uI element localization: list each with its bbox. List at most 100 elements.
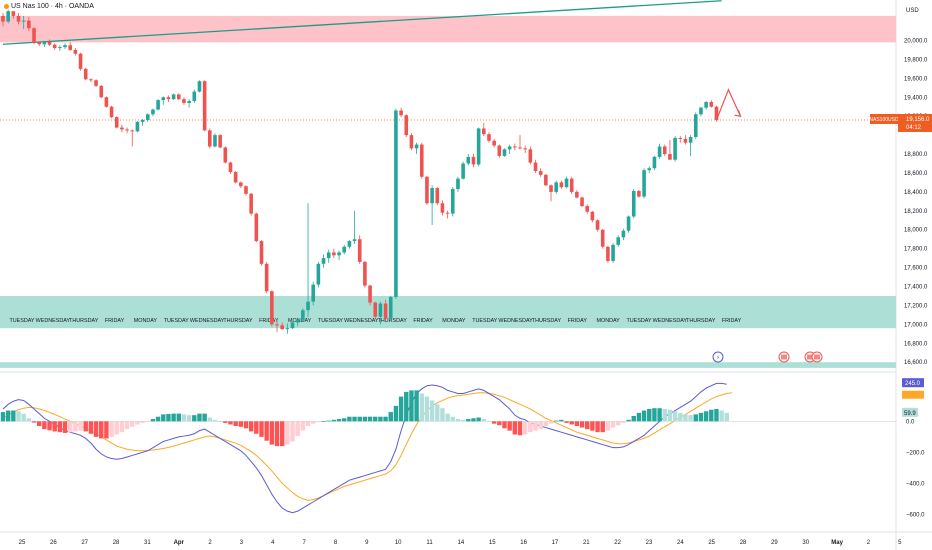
- candle-body: [709, 102, 714, 107]
- flash-glyph: ⚡: [716, 355, 720, 362]
- price-tag[interactable]: NAS100USD 19,156.0 04:12: [869, 113, 932, 132]
- candle-body: [352, 239, 357, 242]
- candle-body: [657, 146, 662, 157]
- histogram-bar: [517, 421, 523, 436]
- price-tick-label: 19,400.0: [904, 95, 928, 101]
- histogram-bar: [47, 421, 52, 431]
- candle-body: [239, 182, 243, 187]
- histogram-bar: [497, 421, 502, 426]
- histogram-bar: [161, 414, 166, 422]
- time-tick-label: 22: [614, 540, 621, 546]
- time-tick-label: 4: [271, 540, 275, 546]
- candle-body: [564, 178, 569, 188]
- session-label: WEDNESDAY: [498, 318, 533, 324]
- candle-body: [487, 134, 491, 141]
- histogram-bar: [616, 421, 621, 426]
- histogram-bar: [238, 421, 244, 427]
- candle-body: [399, 110, 403, 116]
- candle-body: [332, 252, 336, 256]
- candle-body: [425, 176, 429, 204]
- symbol-tag-text: NAS100USD: [869, 117, 899, 123]
- candle-body: [347, 241, 352, 247]
- session-label: FRIDAY: [105, 318, 125, 324]
- histogram-bar: [621, 421, 626, 423]
- histogram-bar: [585, 421, 590, 430]
- histogram-bar: [595, 421, 600, 433]
- candle-body: [704, 102, 708, 108]
- histogram-bar: [491, 421, 497, 424]
- candle-body: [171, 94, 176, 100]
- candle-body: [6, 11, 10, 22]
- histogram-bar: [538, 421, 543, 430]
- price-tick-label: 18,800.0: [904, 152, 928, 158]
- candle-body: [466, 156, 471, 164]
- histogram-bar: [248, 421, 254, 432]
- symbol-title[interactable]: US Nas 100 · 4h · OANDA: [4, 3, 94, 10]
- histogram-bar: [502, 421, 507, 429]
- candle-body: [166, 97, 171, 100]
- candle-body: [285, 328, 290, 330]
- histogram-bar: [683, 414, 688, 422]
- histogram-bar: [719, 410, 724, 422]
- histogram-bar: [429, 400, 435, 422]
- candle-body: [476, 128, 481, 165]
- candle-body: [306, 301, 310, 311]
- histogram-bar: [155, 416, 161, 422]
- histogram-bar: [202, 413, 207, 422]
- candle-body: [99, 85, 104, 98]
- candle-body: [187, 101, 191, 103]
- histogram-bar: [145, 421, 150, 422]
- price-tick-label: 18,200.0: [904, 209, 928, 215]
- time-tick-label: 3: [240, 540, 244, 546]
- price-tag-value: 19,156.0: [906, 117, 930, 123]
- candle-body: [678, 137, 683, 139]
- hist-badge: 59.9: [904, 411, 916, 417]
- candle-body: [544, 174, 548, 186]
- price-tick-label: 17,200.0: [904, 303, 928, 309]
- price-tick-label: 18,000.0: [904, 228, 928, 234]
- candle-body: [63, 45, 67, 48]
- price-tag-countdown: 04:12: [906, 125, 922, 131]
- time-tick-label: 27: [81, 540, 88, 546]
- histogram-bar: [698, 412, 704, 422]
- histogram-bar: [259, 421, 264, 437]
- candle-body: [275, 324, 279, 326]
- histogram-bar: [93, 421, 99, 437]
- histogram-bar: [709, 409, 714, 422]
- histogram-bar: [657, 408, 662, 422]
- histogram-bar: [688, 415, 693, 422]
- candle-body: [316, 263, 321, 285]
- price-tag-bg: [898, 113, 932, 132]
- time-tick-label: 30: [802, 540, 809, 546]
- candle-body: [326, 252, 331, 259]
- live-dot-icon: [4, 3, 9, 9]
- time-tick-label: 31: [144, 540, 151, 546]
- candle-body: [414, 144, 419, 149]
- candle-body: [662, 146, 667, 155]
- candle-body: [373, 302, 378, 317]
- candle-body: [507, 146, 512, 150]
- candle-body: [611, 244, 615, 261]
- candle-body: [699, 107, 703, 115]
- flash-event-icon[interactable]: ⚡: [712, 351, 724, 363]
- session-label: FRIDAY: [259, 318, 279, 324]
- us-flag-event-icon[interactable]: [811, 351, 823, 363]
- histogram-bar: [610, 421, 616, 428]
- candle-body: [301, 310, 305, 320]
- us-flag-event-icon[interactable]: [778, 351, 790, 363]
- histogram-bar: [724, 412, 729, 422]
- candle-body: [78, 53, 83, 69]
- candle-body: [673, 137, 677, 160]
- candle-body: [430, 188, 434, 204]
- candle-body: [518, 147, 522, 149]
- candle-body: [89, 79, 93, 81]
- histogram-bar: [124, 421, 130, 430]
- candle-body: [714, 106, 719, 120]
- candle-body: [461, 163, 465, 179]
- histogram-bar: [57, 421, 63, 433]
- time-tick-label: 2: [867, 540, 871, 546]
- histogram-bar: [321, 421, 326, 422]
- projection-path: [715, 88, 742, 121]
- session-label: TUESDAY: [472, 318, 497, 324]
